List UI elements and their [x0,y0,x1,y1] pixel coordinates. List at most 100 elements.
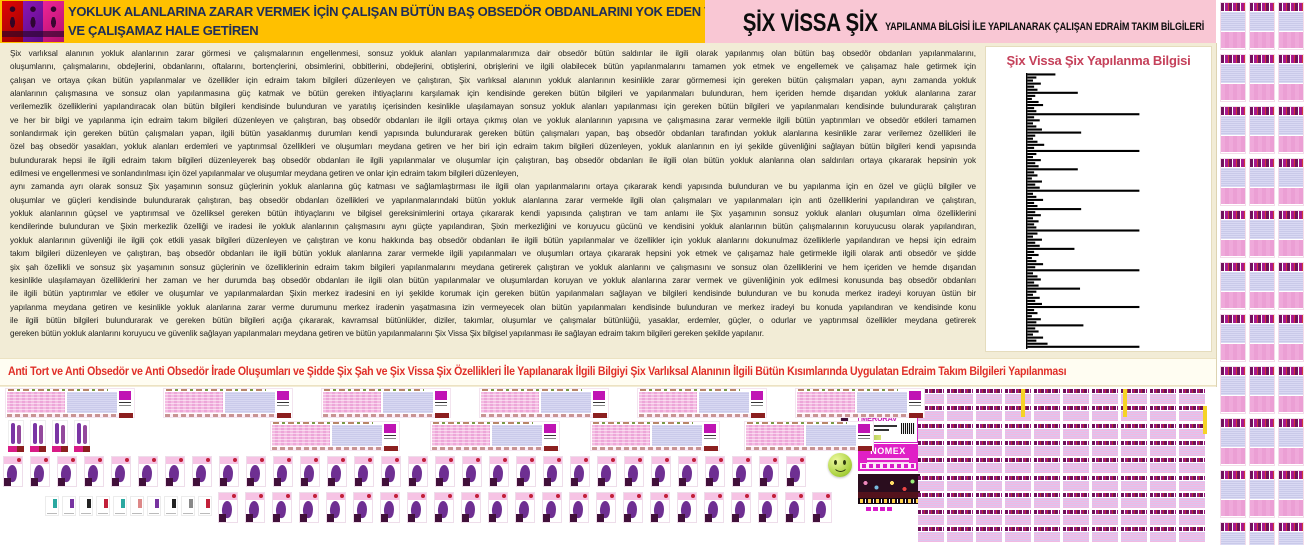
card-thumbnail[interactable] [163,388,293,418]
grid-thumbnail[interactable] [1121,510,1147,525]
page-thumbnail[interactable] [1220,262,1246,310]
grid-thumbnail[interactable] [976,476,1002,491]
page-thumbnail[interactable] [1278,2,1304,50]
poster-thumbnail[interactable] [30,456,50,487]
grid-thumbnail[interactable] [947,510,973,525]
speck-thumbnail[interactable] [45,496,59,516]
poster-thumbnail[interactable] [353,492,373,523]
poster-thumbnail[interactable] [542,492,562,523]
poster-thumbnail[interactable] [138,456,158,487]
grid-thumbnail[interactable] [1005,406,1031,421]
grid-thumbnail[interactable] [1063,510,1089,525]
grid-thumbnail[interactable] [947,406,973,421]
page-thumbnail[interactable] [1220,522,1246,545]
poster-thumbnail[interactable] [515,492,535,523]
poster-thumbnail[interactable] [381,456,401,487]
poster-thumbnail[interactable] [273,456,293,487]
grid-thumbnail[interactable] [1092,510,1118,525]
grid-thumbnail[interactable] [1034,424,1060,439]
poster-thumbnail[interactable] [570,456,590,487]
page-thumbnail[interactable] [1249,366,1275,414]
grid-thumbnail[interactable] [976,510,1002,525]
grid-thumbnail[interactable] [1034,406,1060,421]
grid-thumbnail[interactable] [1063,476,1089,491]
poster-thumbnail[interactable] [759,456,779,487]
grid-thumbnail[interactable] [1121,441,1147,456]
page-thumbnail[interactable] [1249,262,1275,310]
poster-thumbnail[interactable] [245,492,265,523]
grid-thumbnail[interactable] [1005,458,1031,473]
poster-thumbnail[interactable] [705,456,725,487]
speck-thumbnail[interactable] [147,496,161,516]
poster-thumbnail[interactable] [624,456,644,487]
page-thumbnail[interactable] [1278,54,1304,102]
grid-thumbnail[interactable] [1063,493,1089,508]
grid-thumbnail[interactable] [947,424,973,439]
card-thumbnail[interactable] [430,421,560,451]
poster-thumbnail[interactable] [489,456,509,487]
grid-thumbnail[interactable] [976,458,1002,473]
page-thumbnail[interactable] [1249,158,1275,206]
page-thumbnail[interactable] [1249,210,1275,258]
grid-thumbnail[interactable] [1063,527,1089,542]
poster-thumbnail[interactable] [516,456,536,487]
grid-thumbnail[interactable] [1034,527,1060,542]
poster-thumbnail[interactable] [785,492,805,523]
page-thumbnail[interactable] [1220,210,1246,258]
grid-thumbnail[interactable] [1005,510,1031,525]
poster-thumbnail[interactable] [596,492,616,523]
grid-thumbnail[interactable] [1092,389,1118,404]
poster-thumbnail[interactable] [758,492,778,523]
grid-thumbnail[interactable] [1179,441,1205,456]
poster-thumbnail[interactable] [434,492,454,523]
speck-thumbnail[interactable] [198,496,212,516]
grid-thumbnail[interactable] [1179,510,1205,525]
card-thumbnail[interactable] [321,388,451,418]
grid-thumbnail[interactable] [1179,389,1205,404]
speck-thumbnail[interactable] [130,496,144,516]
card-thumbnail[interactable] [637,388,767,418]
grid-thumbnail[interactable] [1034,510,1060,525]
grid-thumbnail[interactable] [918,510,944,525]
poster-thumbnail[interactable] [299,492,319,523]
grid-thumbnail[interactable] [1005,424,1031,439]
page-thumbnail[interactable] [1249,54,1275,102]
page-thumbnail[interactable] [1278,418,1304,466]
poster-thumbnail[interactable] [704,492,724,523]
poster-thumbnail[interactable] [651,456,671,487]
grid-thumbnail[interactable] [976,527,1002,542]
grid-thumbnail[interactable] [1150,476,1176,491]
card-thumbnail[interactable] [5,388,135,418]
grid-thumbnail[interactable] [1150,389,1176,404]
grid-thumbnail[interactable] [947,389,973,404]
poster-thumbnail[interactable] [192,456,212,487]
poster-thumbnail[interactable] [461,492,481,523]
poster-thumbnail[interactable] [462,456,482,487]
grid-thumbnail[interactable] [1063,406,1089,421]
grid-thumbnail[interactable] [1150,493,1176,508]
grid-thumbnail[interactable] [976,441,1002,456]
page-thumbnail[interactable] [1220,158,1246,206]
grid-thumbnail[interactable] [1150,527,1176,542]
poster-thumbnail[interactable] [218,492,238,523]
poster-thumbnail[interactable] [246,456,266,487]
grid-thumbnail[interactable] [1179,493,1205,508]
grid-thumbnail[interactable] [1179,476,1205,491]
poster-thumbnail[interactable] [650,492,670,523]
card-thumbnail[interactable] [590,421,720,451]
poster-thumbnail[interactable] [111,456,131,487]
collage-thumbnail[interactable] [858,474,920,504]
poster-thumbnail[interactable] [327,456,347,487]
poster-thumbnail[interactable] [407,492,427,523]
card-thumbnail[interactable] [270,421,400,451]
page-thumbnail[interactable] [1220,470,1246,518]
page-thumbnail[interactable] [1278,470,1304,518]
poster-thumbnail[interactable] [678,456,698,487]
page-thumbnail[interactable] [1249,314,1275,362]
grid-thumbnail[interactable] [1005,441,1031,456]
page-thumbnail[interactable] [1220,2,1246,50]
speck-thumbnail[interactable] [113,496,127,516]
grid-thumbnail[interactable] [947,493,973,508]
poster-thumbnail[interactable] [3,456,23,487]
grid-thumbnail[interactable] [1063,389,1089,404]
